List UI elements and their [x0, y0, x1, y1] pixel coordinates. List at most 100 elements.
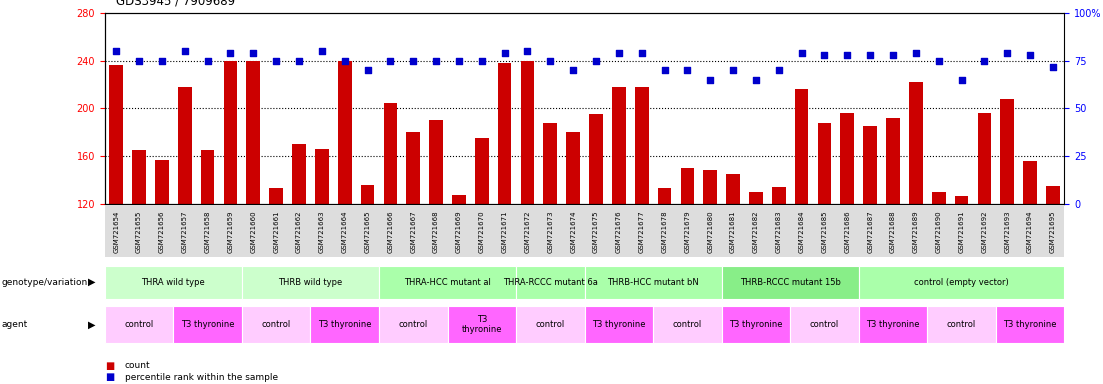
- Text: GSM721668: GSM721668: [433, 210, 439, 253]
- Text: THRB-RCCC mutant 15b: THRB-RCCC mutant 15b: [740, 278, 840, 287]
- Text: T3 thyronine: T3 thyronine: [592, 320, 645, 329]
- Bar: [109, 65, 124, 204]
- Text: control: control: [261, 320, 291, 329]
- Bar: [242, 266, 379, 299]
- Bar: [749, 192, 763, 204]
- Point: [290, 58, 308, 64]
- Text: agent: agent: [1, 320, 28, 329]
- Text: T3 thyronine: T3 thyronine: [729, 320, 783, 329]
- Bar: [726, 174, 740, 204]
- Bar: [156, 160, 169, 204]
- Bar: [928, 306, 996, 343]
- Point: [838, 52, 856, 58]
- Bar: [859, 306, 928, 343]
- Bar: [817, 123, 832, 204]
- Bar: [132, 150, 146, 204]
- Text: GSM721687: GSM721687: [867, 210, 874, 253]
- Bar: [105, 306, 173, 343]
- Point: [313, 48, 331, 55]
- Bar: [452, 195, 465, 204]
- Text: GSM721680: GSM721680: [707, 210, 714, 253]
- Text: GSM721654: GSM721654: [114, 210, 119, 253]
- Text: control: control: [673, 320, 702, 329]
- Text: GSM721682: GSM721682: [753, 210, 759, 253]
- Text: control: control: [947, 320, 976, 329]
- Bar: [516, 266, 585, 299]
- Point: [565, 67, 582, 73]
- Point: [176, 48, 194, 55]
- Bar: [292, 144, 306, 204]
- Point: [815, 52, 834, 58]
- Bar: [475, 138, 489, 204]
- Text: T3
thyronine: T3 thyronine: [461, 315, 502, 334]
- Bar: [201, 150, 214, 204]
- Bar: [429, 120, 443, 204]
- Text: GDS3945 / 7909689: GDS3945 / 7909689: [116, 0, 235, 8]
- Bar: [105, 266, 242, 299]
- Text: ▶: ▶: [88, 277, 96, 287]
- Text: GSM721656: GSM721656: [159, 210, 165, 253]
- Bar: [589, 114, 603, 204]
- Text: T3 thyronine: T3 thyronine: [1004, 320, 1057, 329]
- Point: [450, 58, 468, 64]
- Point: [1045, 64, 1062, 70]
- Text: GSM721665: GSM721665: [364, 210, 371, 253]
- Bar: [840, 113, 854, 204]
- Point: [747, 77, 764, 83]
- Bar: [315, 149, 329, 204]
- Bar: [612, 87, 625, 204]
- Bar: [269, 188, 283, 204]
- Text: GSM721692: GSM721692: [982, 210, 987, 253]
- Point: [335, 58, 353, 64]
- Bar: [657, 188, 672, 204]
- Point: [770, 67, 788, 73]
- Point: [358, 67, 376, 73]
- Text: THRB wild type: THRB wild type: [278, 278, 343, 287]
- Text: GSM721678: GSM721678: [662, 210, 667, 253]
- Text: THRB-HCC mutant bN: THRB-HCC mutant bN: [608, 278, 699, 287]
- Text: control: control: [398, 320, 428, 329]
- Bar: [406, 132, 420, 204]
- Bar: [721, 306, 790, 343]
- Bar: [379, 306, 448, 343]
- Bar: [544, 123, 557, 204]
- Point: [427, 58, 445, 64]
- Text: GSM721677: GSM721677: [639, 210, 645, 253]
- Point: [930, 58, 947, 64]
- Bar: [178, 87, 192, 204]
- Text: GSM721685: GSM721685: [822, 210, 827, 253]
- Point: [907, 50, 924, 56]
- Text: GSM721693: GSM721693: [1004, 210, 1010, 253]
- Text: GSM721666: GSM721666: [387, 210, 394, 253]
- Text: GSM721681: GSM721681: [730, 210, 736, 253]
- Text: control: control: [810, 320, 839, 329]
- Text: T3 thyronine: T3 thyronine: [181, 320, 234, 329]
- Bar: [795, 89, 808, 204]
- Text: count: count: [125, 361, 150, 370]
- Text: GSM721690: GSM721690: [935, 210, 942, 253]
- Text: T3 thyronine: T3 thyronine: [318, 320, 372, 329]
- Text: GSM721660: GSM721660: [250, 210, 256, 253]
- Point: [1021, 52, 1039, 58]
- Bar: [1024, 161, 1037, 204]
- Bar: [585, 306, 653, 343]
- Point: [222, 50, 239, 56]
- Point: [542, 58, 559, 64]
- Point: [633, 50, 651, 56]
- Text: THRA wild type: THRA wild type: [141, 278, 205, 287]
- Bar: [955, 196, 968, 204]
- Bar: [566, 132, 580, 204]
- Bar: [772, 187, 785, 204]
- Point: [587, 58, 604, 64]
- Text: GSM721674: GSM721674: [570, 210, 576, 253]
- Bar: [246, 61, 260, 204]
- Text: THRA-RCCC mutant 6a: THRA-RCCC mutant 6a: [503, 278, 598, 287]
- Point: [998, 50, 1016, 56]
- Bar: [521, 61, 534, 204]
- Bar: [996, 306, 1064, 343]
- Point: [975, 58, 993, 64]
- Text: GSM721679: GSM721679: [684, 210, 690, 253]
- Text: GSM721671: GSM721671: [502, 210, 507, 253]
- Point: [153, 58, 171, 64]
- Point: [885, 52, 902, 58]
